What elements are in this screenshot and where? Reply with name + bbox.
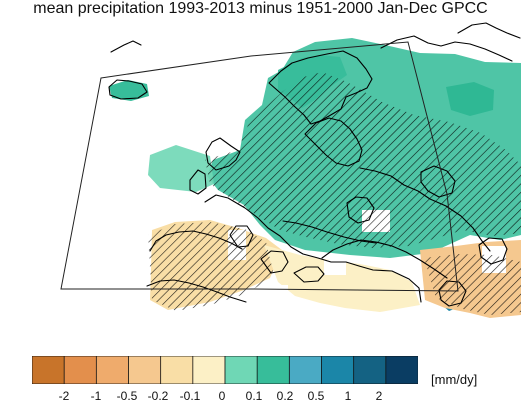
colorbar-bin-1 <box>32 356 65 384</box>
colorbar-tick-5: -0.1 <box>179 389 201 403</box>
colorbar-bin-9 <box>288 356 323 384</box>
colorbar-bin-7 <box>224 356 258 384</box>
colorbar-tick-10: 1 <box>344 389 352 403</box>
blank-patch-e <box>268 285 288 302</box>
colorbar-bin-6 <box>192 356 226 384</box>
colorbar-bin-3 <box>95 356 130 384</box>
hatched-areas-east <box>424 254 521 315</box>
colorbar-bin-5 <box>160 356 194 384</box>
colorbar-tick-7: 0.1 <box>245 389 263 403</box>
mediterranean-light-anomaly <box>264 245 420 312</box>
colorbar-tick-8: 0.2 <box>276 389 294 403</box>
colorbar-bin-11 <box>353 356 387 384</box>
colorbar-graphic <box>32 356 418 384</box>
domain-box <box>60 41 459 292</box>
map-title: mean precipitation 1993-2013 minus 1951-… <box>33 0 488 17</box>
light-positive-anomaly-region <box>148 145 214 192</box>
colorbar-tick-2: -1 <box>90 389 102 403</box>
colorbar-bin-8 <box>256 356 290 384</box>
iceland-positive-anomaly <box>109 80 149 101</box>
coastlines <box>108 22 521 307</box>
colorbar-units: [mm/dy] <box>431 372 478 387</box>
colorbar-tick-9: 0.5 <box>307 389 325 403</box>
colorbar-tick-6: 0 <box>218 389 226 403</box>
moderate-wet-patch <box>446 82 494 116</box>
colorbar-bin-2 <box>63 356 97 384</box>
colorbar-bin-12 <box>385 356 418 384</box>
colorbar-tick-3: -0.5 <box>116 389 138 403</box>
colorbar <box>32 356 418 384</box>
colorbar-bin-4 <box>128 356 162 384</box>
blank-patch-d <box>324 260 346 275</box>
colorbar-tick-11: 2 <box>375 389 383 403</box>
precipitation-map <box>60 22 521 318</box>
colorbar-bin-10 <box>321 356 355 384</box>
colorbar-tick-1: -2 <box>58 389 70 403</box>
colorbar-tick-4: -0.2 <box>147 389 169 403</box>
